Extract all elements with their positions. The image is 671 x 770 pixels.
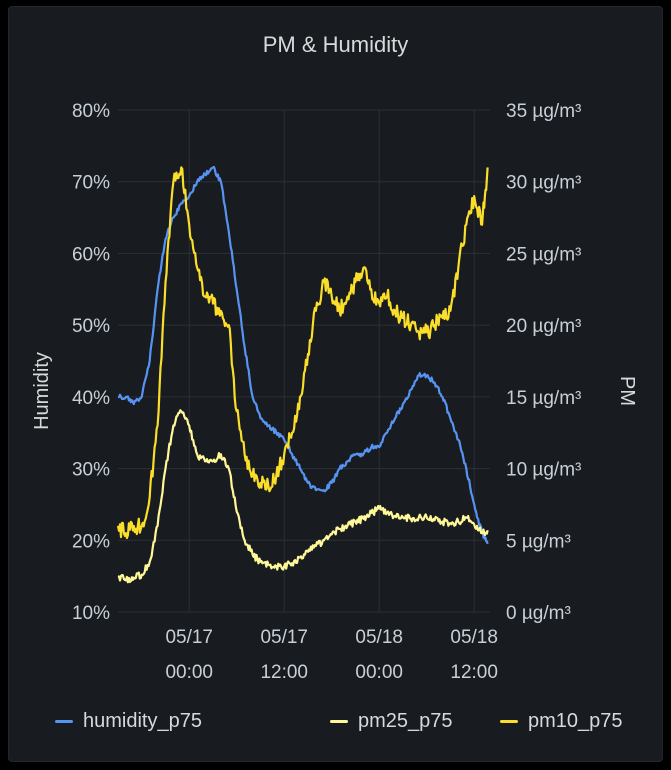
- legend-label-pm10: pm10_p75: [528, 710, 623, 732]
- series-line-pm10_p75: [116, 166, 489, 540]
- series-line-pm25_p75: [117, 409, 489, 584]
- chart-panel: [8, 6, 663, 762]
- y-right-tick-label: 0 µg/m³: [506, 603, 571, 624]
- legend: humidity_p75 pm25_p75 pm10_p75: [0, 710, 671, 740]
- x-tick-label-time: 00:00: [165, 662, 213, 683]
- x-tick-label-date: 05/18: [450, 627, 498, 648]
- x-tick-label-date: 05/17: [260, 627, 308, 648]
- x-tick-label-time: 12:00: [450, 662, 498, 683]
- legend-label-pm25: pm25_p75: [358, 710, 453, 732]
- legend-item-pm10[interactable]: pm10_p75: [500, 710, 623, 733]
- y-right-tick-label: 20 µg/m³: [506, 316, 581, 337]
- legend-label-humidity: humidity_p75: [83, 710, 202, 732]
- y-left-tick-label: 50%: [72, 316, 110, 337]
- y-right-axis-title: PM: [616, 376, 638, 406]
- y-left-tick-label: 70%: [72, 173, 110, 194]
- y-right-tick-label: 30 µg/m³: [506, 173, 581, 194]
- y-left-tick-label: 40%: [72, 388, 110, 409]
- y-right-tick-label: 5 µg/m³: [506, 531, 571, 552]
- y-left-tick-label: 80%: [72, 101, 110, 122]
- y-left-axis-title: Humidity: [31, 352, 53, 430]
- y-left-tick-label: 30%: [72, 460, 110, 481]
- chart-title: PM & Humidity: [262, 32, 409, 57]
- legend-item-pm25[interactable]: pm25_p75: [330, 710, 453, 733]
- x-tick-label-date: 05/18: [355, 627, 403, 648]
- legend-swatch-pm25: [330, 720, 348, 723]
- axis-ticks: 80% 35 µg/m³ 70% 30 µg/m³ 60% 25 µg/m³ 50% 20 µ…: [72, 101, 581, 683]
- series-line-humidity_p75: [117, 165, 489, 545]
- y-right-tick-label: 35 µg/m³: [506, 101, 581, 122]
- x-tick-label-time: 00:00: [355, 662, 403, 683]
- legend-swatch-pm10: [500, 720, 518, 723]
- legend-item-humidity[interactable]: humidity_p75: [55, 710, 202, 733]
- y-left-tick-label: 20%: [72, 531, 110, 552]
- x-tick-label-time: 12:00: [260, 662, 308, 683]
- y-left-tick-label: 60%: [72, 244, 110, 265]
- y-right-tick-label: 25 µg/m³: [506, 244, 581, 265]
- y-left-tick-label: 10%: [72, 603, 110, 624]
- x-tick-label-date: 05/17: [165, 627, 213, 648]
- y-right-tick-label: 15 µg/m³: [506, 388, 581, 409]
- y-right-tick-label: 10 µg/m³: [506, 460, 581, 481]
- legend-swatch-humidity: [55, 720, 73, 723]
- series-lines: [116, 165, 489, 584]
